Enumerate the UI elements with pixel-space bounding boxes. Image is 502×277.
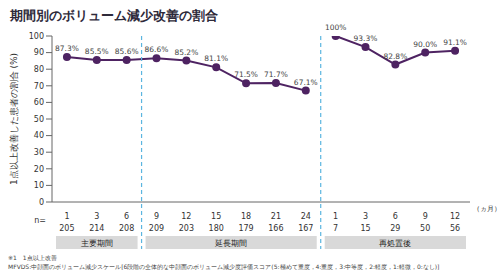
svg-text:100: 100 xyxy=(29,32,44,41)
svg-text:50: 50 xyxy=(34,115,44,124)
svg-text:180: 180 xyxy=(209,224,224,232)
svg-text:10: 10 xyxy=(34,181,44,190)
svg-text:87.3%: 87.3% xyxy=(55,44,79,53)
svg-text:81.1%: 81.1% xyxy=(204,54,228,63)
svg-text:再処置後: 再処置後 xyxy=(379,239,411,248)
svg-text:（ヵ月）: （ヵ月） xyxy=(473,205,494,213)
svg-text:205: 205 xyxy=(59,224,74,232)
svg-text:30: 30 xyxy=(34,148,44,157)
svg-text:71.7%: 71.7% xyxy=(264,70,288,79)
svg-text:167: 167 xyxy=(298,224,313,232)
svg-text:50: 50 xyxy=(420,224,430,232)
svg-text:67.1%: 67.1% xyxy=(294,78,318,87)
svg-text:12: 12 xyxy=(181,212,191,221)
svg-text:71.5%: 71.5% xyxy=(234,70,258,79)
svg-text:85.6%: 85.6% xyxy=(115,47,139,56)
svg-text:70: 70 xyxy=(34,82,44,91)
svg-text:18: 18 xyxy=(241,212,251,221)
svg-text:209: 209 xyxy=(149,224,164,232)
svg-text:1: 1 xyxy=(64,212,69,221)
svg-text:40: 40 xyxy=(34,131,44,140)
svg-text:3: 3 xyxy=(94,212,99,221)
svg-text:90: 90 xyxy=(34,48,44,57)
svg-text:9: 9 xyxy=(423,212,428,221)
svg-text:21: 21 xyxy=(271,212,281,221)
svg-text:15: 15 xyxy=(360,224,370,232)
svg-text:3: 3 xyxy=(363,212,368,221)
svg-text:延長期間: 延長期間 xyxy=(214,239,247,248)
svg-text:15: 15 xyxy=(211,212,221,221)
svg-text:166: 166 xyxy=(268,224,283,232)
svg-text:86.6%: 86.6% xyxy=(145,45,169,54)
svg-text:期間別のボリューム減少改善の割合: 期間別のボリューム減少改善の割合 xyxy=(9,8,218,23)
svg-text:82.8%: 82.8% xyxy=(383,52,407,61)
svg-text:208: 208 xyxy=(119,224,134,232)
svg-text:MFVDS:中顔面のボリューム減少スケール[6段階の全体的な: MFVDS:中顔面のボリューム減少スケール[6段階の全体的な中顔面のボリューム減… xyxy=(8,263,439,271)
svg-text:9: 9 xyxy=(154,212,159,221)
svg-text:93.3%: 93.3% xyxy=(354,34,378,43)
svg-text:1: 1 xyxy=(333,212,338,221)
svg-text:214: 214 xyxy=(89,224,104,232)
svg-text:0: 0 xyxy=(39,198,44,207)
svg-text:179: 179 xyxy=(238,224,253,232)
svg-text:80: 80 xyxy=(34,65,44,74)
svg-text:12: 12 xyxy=(450,212,460,221)
svg-text:1点以上改善した患者の割合 (%): 1点以上改善した患者の割合 (%) xyxy=(9,53,19,185)
svg-text:7: 7 xyxy=(333,224,338,232)
svg-text:203: 203 xyxy=(179,224,194,232)
svg-text:85.2%: 85.2% xyxy=(174,48,198,57)
svg-text:100%: 100% xyxy=(325,23,346,32)
svg-text:n=: n= xyxy=(34,216,46,225)
svg-text:24: 24 xyxy=(301,212,311,221)
svg-text:85.5%: 85.5% xyxy=(85,47,109,56)
svg-text:60: 60 xyxy=(34,98,44,107)
svg-text:※1 1点以上改善: ※1 1点以上改善 xyxy=(8,254,57,261)
svg-text:6: 6 xyxy=(124,212,129,221)
svg-text:29: 29 xyxy=(390,224,400,232)
svg-text:20: 20 xyxy=(34,165,44,174)
svg-text:90.0%: 90.0% xyxy=(413,40,437,49)
svg-text:56: 56 xyxy=(450,224,460,232)
svg-text:91.1%: 91.1% xyxy=(443,38,467,47)
svg-text:主要期間: 主要期間 xyxy=(81,239,113,248)
svg-text:6: 6 xyxy=(393,212,398,221)
